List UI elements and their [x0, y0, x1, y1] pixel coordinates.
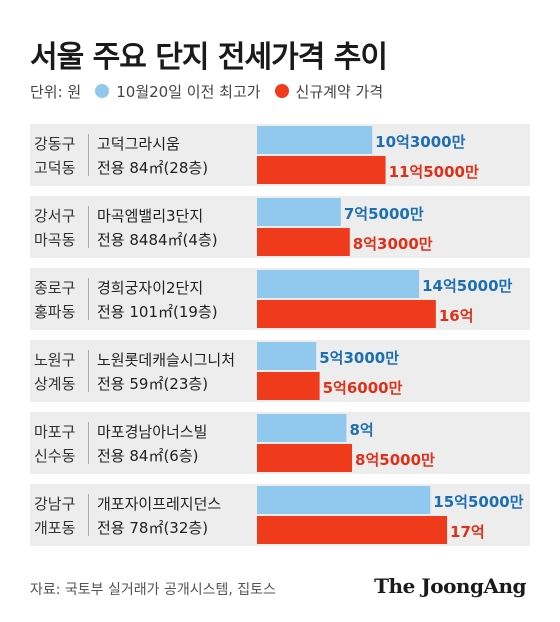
bar-new-contract [257, 444, 353, 472]
bar-previous-high [257, 486, 431, 514]
legend-item-previous: 10월20일 이전 최고가 [95, 81, 261, 102]
bar-new-contract [257, 372, 320, 400]
complex-label: 고덕그라시움 [97, 135, 180, 153]
data-label-new-contract: 17억 [450, 523, 485, 541]
data-label-previous-high: 7억5000만 [344, 205, 424, 223]
bar-new-contract [257, 300, 436, 328]
district-label: 강서구 [34, 207, 75, 225]
bar-previous-high [257, 342, 317, 370]
data-label-new-contract: 16억 [439, 307, 474, 325]
bar-previous-high [257, 198, 341, 226]
data-label-new-contract: 11억5000만 [389, 163, 479, 181]
dong-label: 마곡동 [34, 231, 76, 249]
complex-label: 경희궁자이2단지 [97, 279, 203, 297]
spec-label: 전용 78㎡(32층) [97, 519, 208, 537]
label-divider [88, 134, 89, 176]
complex-label: 마포경남아너스빌 [97, 423, 207, 441]
bar-new-contract [257, 228, 350, 256]
spec-label: 전용 84㎡(6층) [97, 447, 199, 465]
dong-label: 신수동 [34, 447, 76, 465]
label-divider [88, 206, 89, 248]
legend-label-new: 신규계약 가격 [295, 82, 384, 101]
data-label-new-contract: 8억3000만 [353, 235, 433, 253]
complex-label: 노원롯데캐슬시그니처 [97, 351, 235, 369]
label-divider [88, 494, 89, 536]
data-label-new-contract: 8억5000만 [355, 451, 435, 469]
bar-previous-high [257, 414, 347, 442]
data-label-previous-high: 14억5000만 [422, 277, 512, 295]
label-divider [88, 350, 89, 392]
data-label-new-contract: 5억6000만 [323, 379, 403, 397]
source-note: 자료: 국토부 실거래가 공개시스템, 집토스 [30, 582, 276, 598]
dong-label: 개포동 [34, 519, 76, 537]
bar-previous-high [257, 270, 420, 298]
dong-label: 상계동 [34, 375, 76, 393]
complex-label: 마곡엠밸리3단지 [97, 207, 203, 225]
data-label-previous-high: 10억3000만 [375, 133, 465, 151]
spec-label: 전용 59㎡(23층) [97, 375, 208, 393]
district-label: 강동구 [34, 135, 75, 153]
district-label: 마포구 [34, 423, 75, 441]
legend-swatch-new [274, 84, 289, 98]
data-label-previous-high: 15억5000만 [433, 493, 523, 511]
dong-label: 홍파동 [34, 303, 76, 321]
data-label-previous-high: 8억 [349, 421, 373, 439]
spec-label: 전용 101㎡(19층) [97, 303, 218, 321]
bar-previous-high [257, 126, 373, 154]
label-divider [88, 278, 89, 320]
spec-label: 전용 84㎡(28층) [97, 159, 208, 177]
data-label-previous-high: 5억3000만 [319, 349, 399, 367]
legend-label-previous: 10월20일 이전 최고가 [116, 82, 261, 101]
district-label: 종로구 [34, 279, 75, 297]
district-label: 노원구 [34, 351, 75, 369]
bar-new-contract [257, 516, 448, 544]
spec-label: 전용 8484㎡(4층) [97, 231, 218, 249]
brand-logo: The JoongAng [374, 574, 526, 598]
dong-label: 고덕동 [34, 159, 76, 177]
bar-new-contract [257, 156, 386, 184]
label-divider [88, 422, 89, 464]
unit-label: 단위: 원 [30, 82, 82, 101]
legend-swatch-previous [95, 84, 110, 98]
legend-item-new: 신규계약 가격 [274, 81, 384, 102]
chart-title: 서울 주요 단지 전세가격 추이 [30, 40, 388, 75]
complex-label: 개포자이프레지던스 [97, 495, 221, 513]
chart-legend: 단위: 원 10월20일 이전 최고가 신규계약 가격 [30, 80, 397, 102]
district-label: 강남구 [34, 495, 75, 513]
